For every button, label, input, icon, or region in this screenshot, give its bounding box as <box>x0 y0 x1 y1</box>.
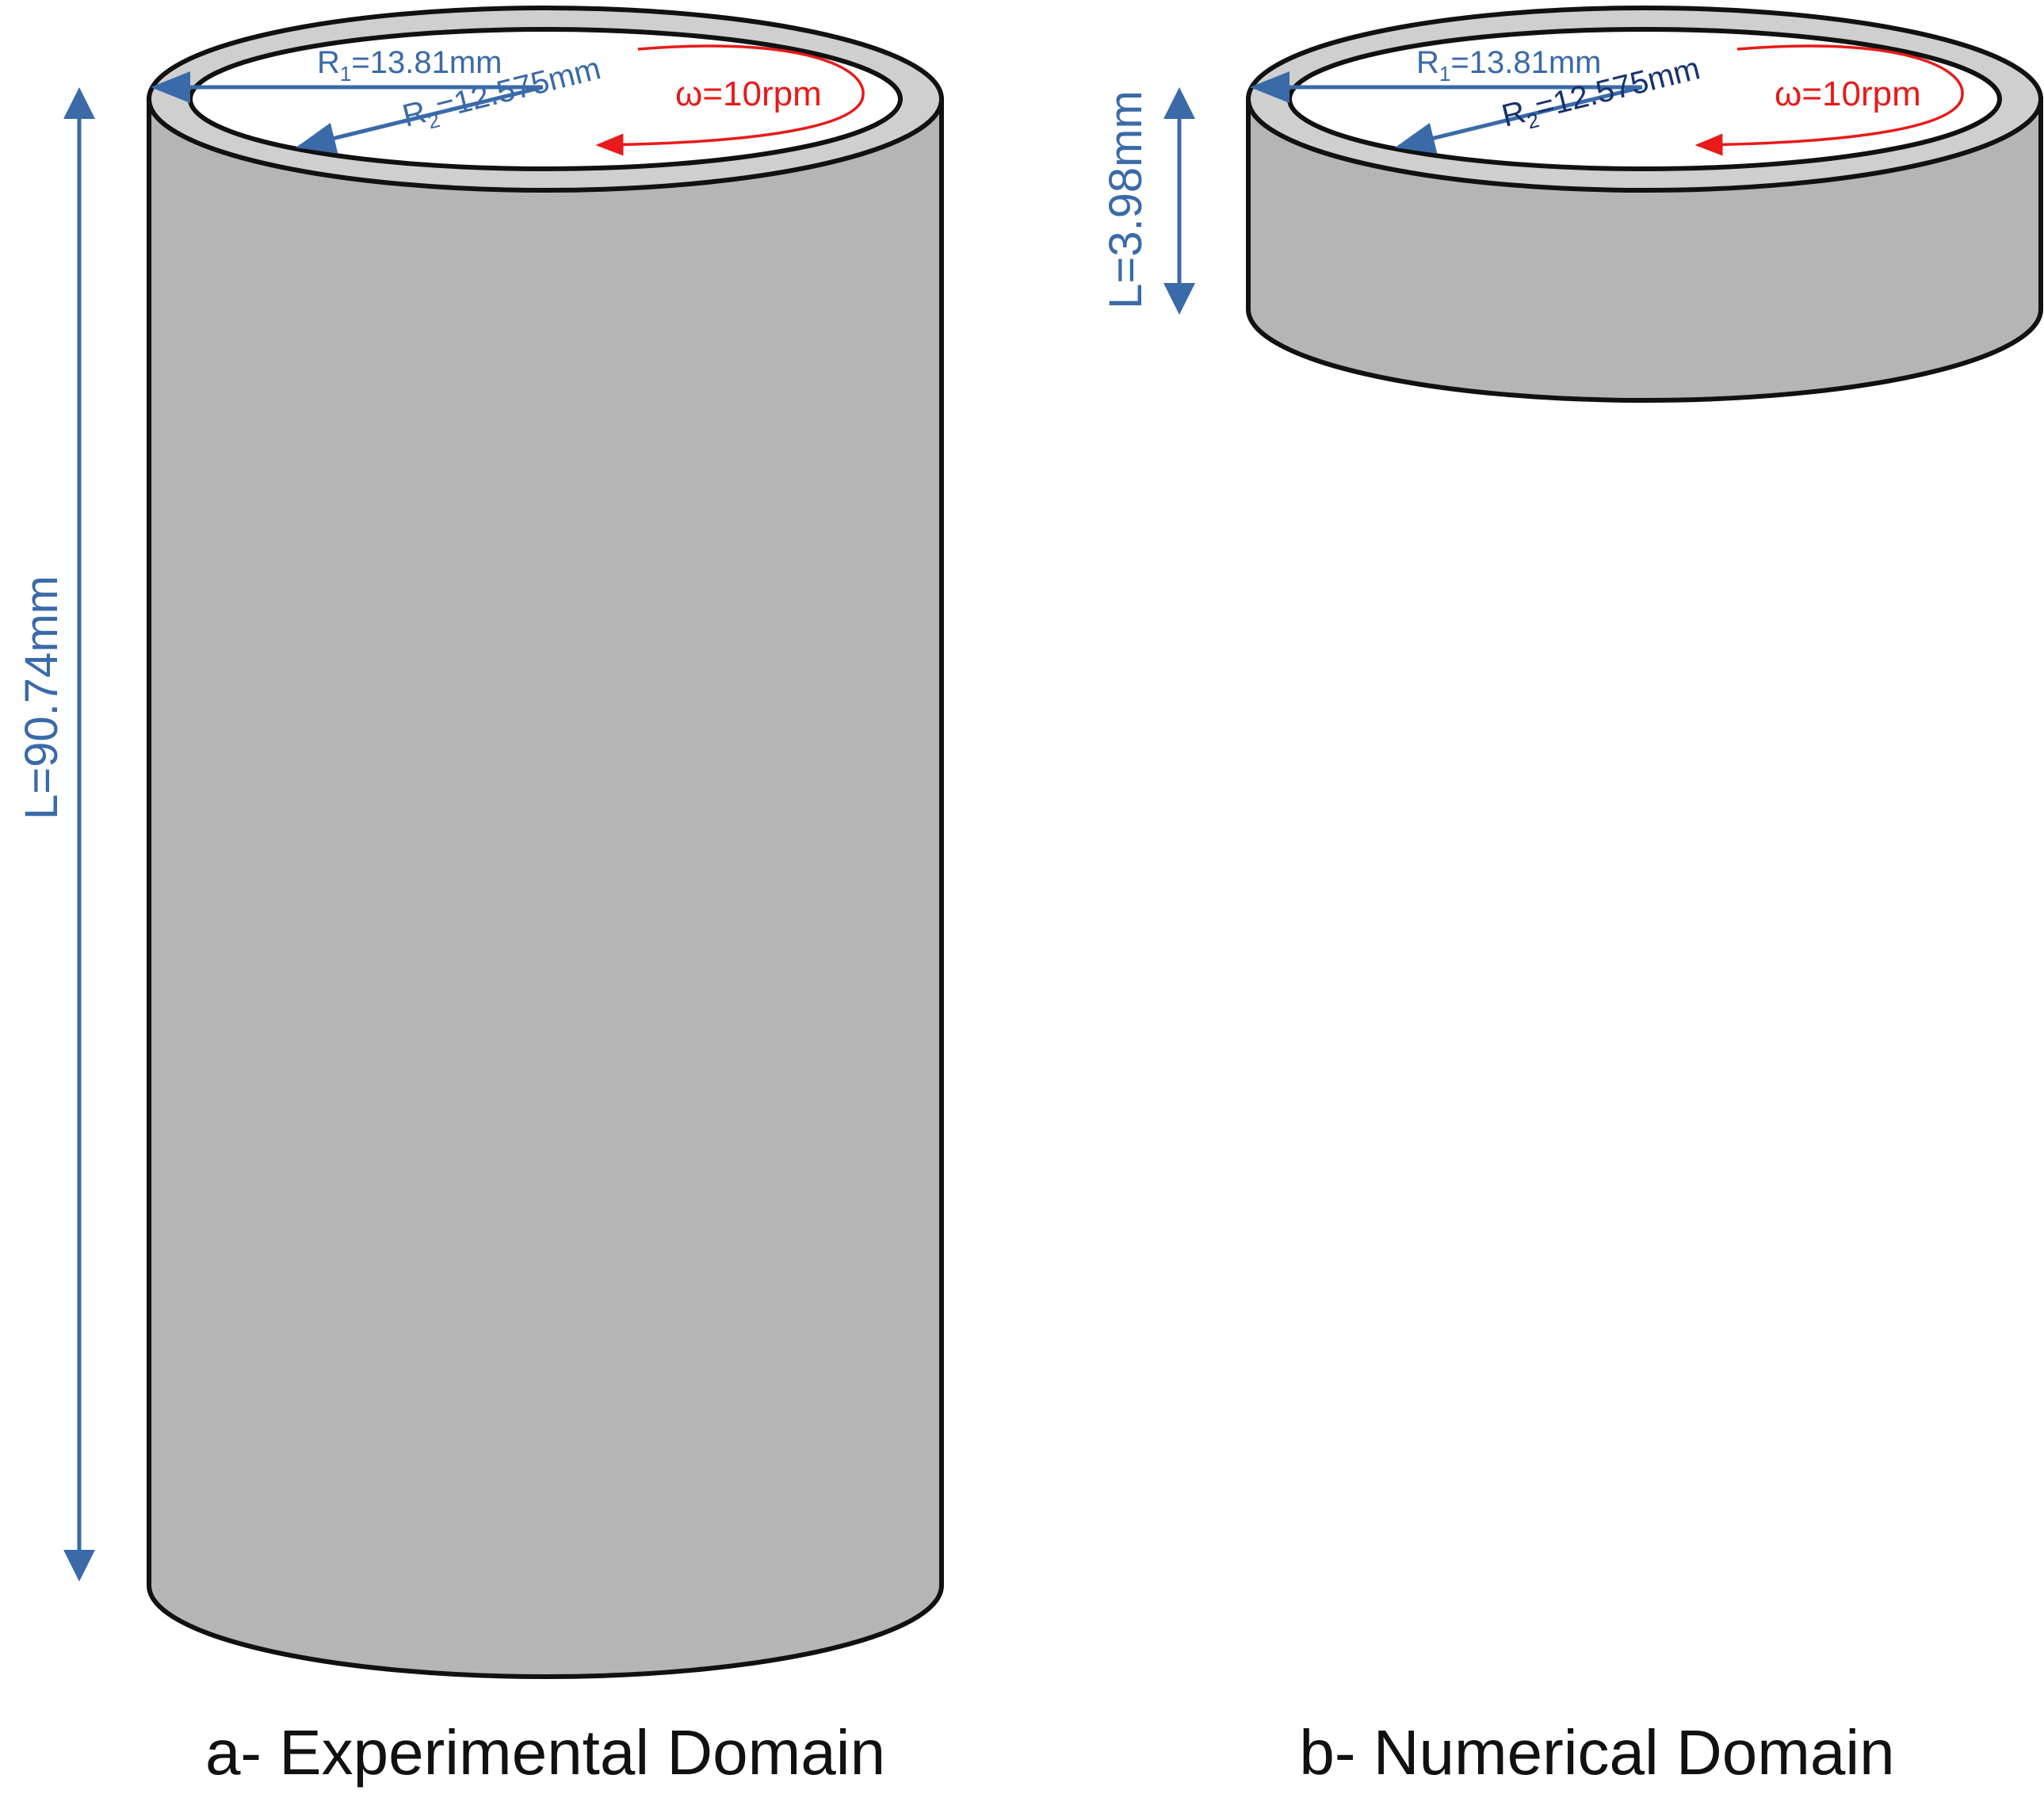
length-label: L=3.98mm <box>1100 90 1152 309</box>
r1-label: R1=13.81mm <box>317 45 502 86</box>
r2-arrow <box>1395 85 1643 154</box>
rotation-arrow <box>1694 44 1964 156</box>
panel-experimental: R1=13.81mm R2=12.575mm ω=10rpm L=90.74mm… <box>16 6 944 1788</box>
panel-numerical: R1=13.81mm R2=12.575mm ω=10rpm L=3.98mm … <box>1100 6 2043 1788</box>
cylinder-body <box>147 97 944 1679</box>
angular-velocity-label: ω=10rpm <box>1775 75 1921 113</box>
r2-arrow <box>296 85 544 154</box>
panel-caption: a- Experimental Domain <box>205 1717 885 1788</box>
length-label: L=90.74mm <box>16 576 67 820</box>
rotation-arrow <box>595 44 865 156</box>
inner-cylinder-rim <box>188 27 903 171</box>
panel-caption: b- Numerical Domain <box>1299 1717 1894 1788</box>
angular-velocity-label: ω=10rpm <box>675 75 822 113</box>
inner-cylinder-rim <box>1287 27 2002 171</box>
r1-label: R1=13.81mm <box>1416 45 1601 86</box>
